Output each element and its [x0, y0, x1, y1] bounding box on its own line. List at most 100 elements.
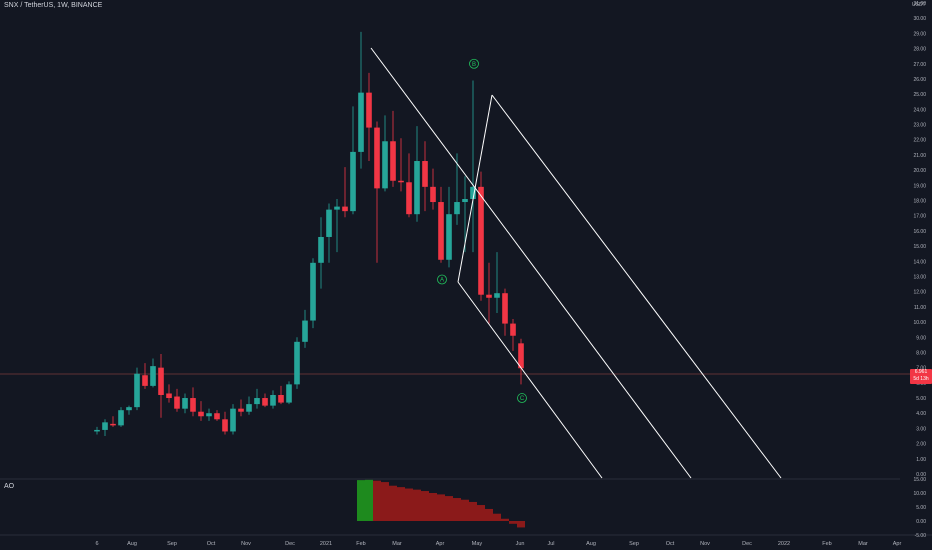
- price-tick-label: 30.00: [913, 16, 926, 22]
- candle-body: [414, 161, 420, 215]
- time-tick-label: Nov: [700, 541, 710, 547]
- price-tick-label: 0.00: [916, 472, 926, 478]
- time-tick-label: Sep: [629, 541, 639, 547]
- price-badge-timer: 5d 13h: [913, 376, 929, 382]
- currency-tag: USDT: [912, 2, 926, 8]
- time-tick-label: Dec: [285, 541, 295, 547]
- ao-bar: [493, 513, 501, 521]
- candle-body: [462, 198, 468, 203]
- candle-body: [422, 161, 428, 187]
- candle-body: [134, 373, 140, 408]
- candle-body: [366, 92, 372, 128]
- price-tick-label: 29.00: [913, 31, 926, 37]
- candle-body: [102, 422, 108, 430]
- ao-tick-label: 5.00: [916, 505, 926, 511]
- candle-body: [174, 396, 180, 409]
- ao-bar: [469, 501, 477, 521]
- channel-lower-line: [457, 281, 603, 479]
- ao-bar: [501, 518, 509, 521]
- time-tick-label: Aug: [586, 541, 596, 547]
- price-tick-label: 9.00: [916, 335, 926, 341]
- price-tick-label: 21.00: [913, 153, 926, 159]
- candle-body: [230, 408, 236, 432]
- time-tick-label: 2022: [778, 541, 790, 547]
- price-tick-label: 17.00: [913, 214, 926, 220]
- ao-bar: [373, 480, 381, 521]
- current-price-badge: 6.961 5d 13h: [910, 369, 932, 384]
- candle-body: [190, 398, 196, 412]
- candle-body: [390, 141, 396, 181]
- candle-body: [494, 293, 500, 298]
- price-tick-label: 24.00: [913, 107, 926, 113]
- price-tick-label: 3.00: [916, 426, 926, 432]
- price-tick-label: 2.00: [916, 442, 926, 448]
- candle-body: [198, 411, 204, 417]
- time-tick-label: May: [472, 541, 483, 547]
- candle-body: [166, 393, 172, 399]
- symbol-title: SNX / TetherUS, 1W, BINANCE: [4, 2, 103, 9]
- candle-body: [430, 186, 436, 203]
- price-axis: 0.001.002.003.004.005.006.007.008.009.00…: [913, 1, 926, 478]
- ao-bar: [421, 491, 429, 521]
- ao-bar: [397, 487, 405, 521]
- channel-b-line: [491, 94, 782, 479]
- ao-bar: [429, 493, 437, 521]
- price-tick-label: 22.00: [913, 138, 926, 144]
- ao-indicator-label: AO: [4, 483, 15, 490]
- candle-body: [318, 236, 324, 263]
- price-tick-label: 12.00: [913, 290, 926, 296]
- time-tick-label: Sep: [167, 541, 177, 547]
- candle-body: [374, 127, 380, 189]
- candle-body: [454, 202, 460, 215]
- ao-bar: [453, 498, 461, 521]
- price-tick-label: 18.00: [913, 199, 926, 205]
- candle-body: [150, 366, 156, 386]
- ao-bar: [445, 496, 453, 521]
- ao-bar: [357, 480, 365, 521]
- candle-body: [350, 151, 356, 212]
- candle-body: [286, 384, 292, 403]
- ao-tick-label: -5.00: [915, 533, 927, 539]
- ao-tick-label: 15.00: [913, 477, 926, 483]
- candle-body: [438, 202, 444, 260]
- candle-body: [126, 407, 132, 411]
- time-tick-label: Nov: [241, 541, 251, 547]
- candle-body: [158, 367, 164, 395]
- candle-body: [254, 398, 260, 405]
- candle-body: [518, 343, 524, 369]
- ao-bar: [389, 485, 397, 521]
- price-tick-label: 31.00: [913, 1, 926, 7]
- ao-bar: [509, 521, 517, 524]
- price-tick-label: 15.00: [913, 244, 926, 250]
- ao-histogram: [357, 479, 525, 528]
- candle-body: [358, 92, 364, 152]
- candle-body: [270, 394, 276, 406]
- time-tick-label: Apr: [436, 541, 445, 547]
- candle-body: [446, 214, 452, 260]
- time-tick-label: Mar: [858, 541, 868, 547]
- ao-bar: [381, 482, 389, 521]
- ao-tick-label: 10.00: [913, 491, 926, 497]
- time-tick-label: Feb: [356, 541, 365, 547]
- wave-label-circle: [469, 58, 479, 69]
- candle-body: [206, 413, 212, 417]
- wave-label-circle: [517, 393, 527, 403]
- time-tick-label: Feb: [822, 541, 831, 547]
- wave-a-b-line: [457, 94, 493, 283]
- candle-body: [326, 209, 332, 237]
- time-tick-label: 6: [95, 541, 98, 547]
- price-tick-label: 19.00: [913, 183, 926, 189]
- ao-bar: [365, 479, 373, 521]
- candle-body: [382, 141, 388, 189]
- wave-labels: A B C: [437, 58, 527, 403]
- price-tick-label: 25.00: [913, 92, 926, 98]
- price-tick-label: 13.00: [913, 274, 926, 280]
- ao-tick-label: 0.00: [916, 519, 926, 525]
- price-tick-label: 4.00: [916, 411, 926, 417]
- ao-bar: [477, 505, 485, 521]
- time-tick-label: Mar: [392, 541, 402, 547]
- price-tick-label: 20.00: [913, 168, 926, 174]
- price-tick-label: 26.00: [913, 77, 926, 83]
- price-tick-label: 10.00: [913, 320, 926, 326]
